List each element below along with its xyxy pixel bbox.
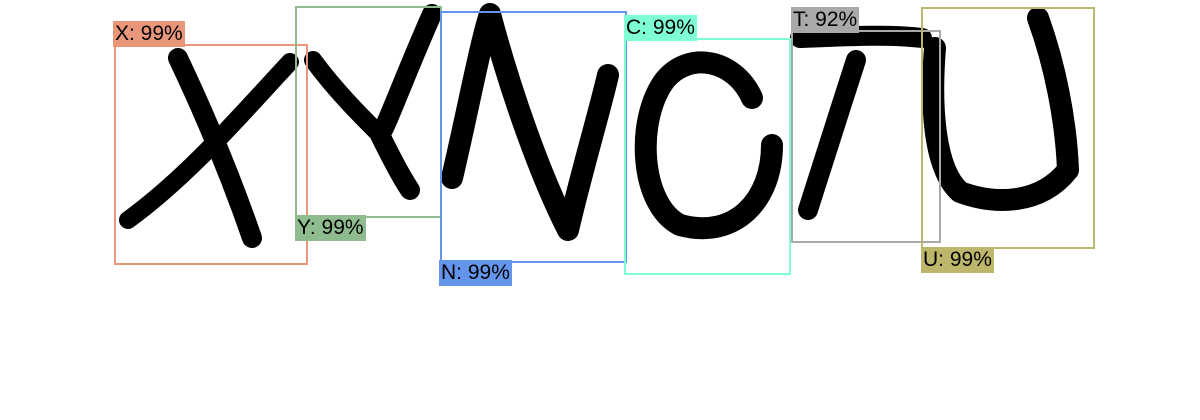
detection-label-t: T: 92% — [791, 7, 860, 33]
handwritten-x-stroke — [119, 53, 299, 229]
detection-box-t — [791, 30, 941, 243]
detection-label-x: X: 99% — [113, 21, 185, 47]
detection-label-n: N: 99% — [439, 260, 512, 286]
handwritten-t-stroke — [798, 50, 866, 220]
detection-box-y — [295, 6, 442, 218]
handwritten-y-stroke — [370, 4, 442, 200]
detection-box-n — [440, 11, 627, 263]
detection-label-y: Y: 99% — [295, 215, 366, 241]
detection-label-u: U: 99% — [921, 247, 994, 273]
detection-label-c: C: 99% — [624, 15, 697, 41]
handwritten-u-stroke — [922, 7, 1079, 211]
detection-box-x — [114, 44, 308, 265]
detection-box-u — [921, 7, 1095, 249]
handwritten-n-stroke — [441, 3, 619, 241]
handwritten-t-stroke — [790, 25, 932, 48]
detection-box-c — [624, 38, 791, 275]
handwritten-c-stroke — [634, 51, 783, 240]
